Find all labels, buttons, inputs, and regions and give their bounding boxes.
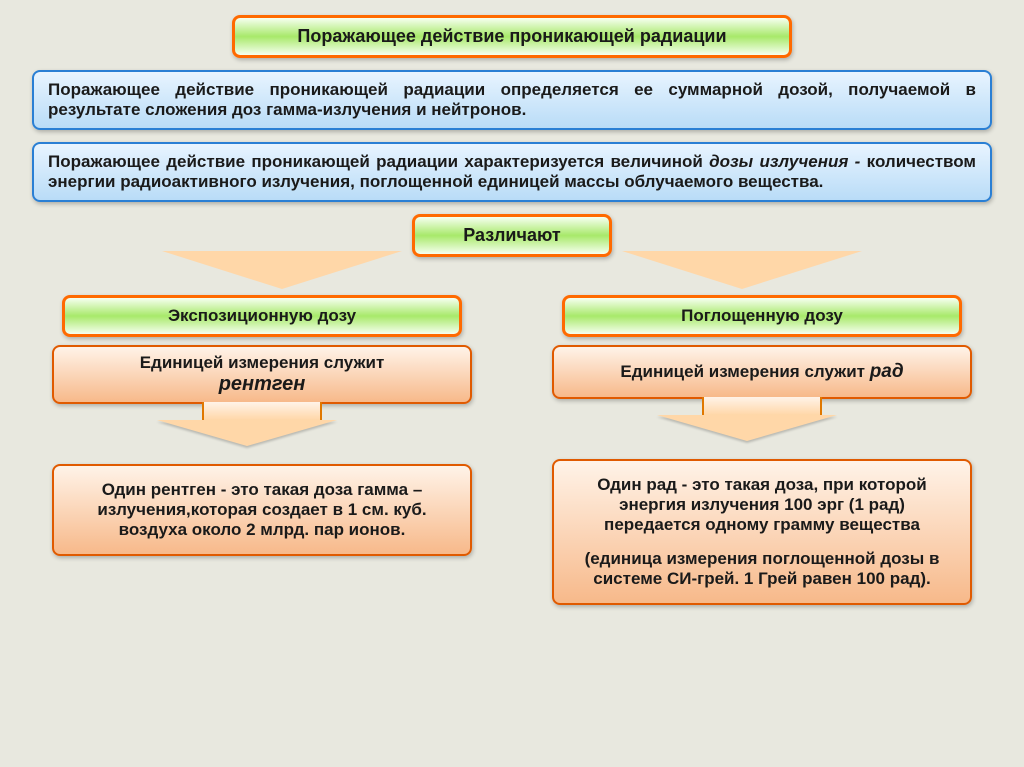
intro2-b: дозы излучения - xyxy=(709,152,867,171)
intro1-text: Поражающее действие проникающей радиации… xyxy=(48,80,976,119)
right-unit-box: Единицей измерения служит рад xyxy=(552,345,972,399)
right-def-box: Один рад - это такая доза, при которой э… xyxy=(552,459,972,605)
intro-box-1: Поражающее действие проникающей радиации… xyxy=(32,70,992,130)
left-def-text: Один рентген - это такая доза гамма –изл… xyxy=(97,480,426,539)
intro2-a: Поражающее действие проникающей радиации… xyxy=(48,152,709,171)
intro-box-2: Поражающее действие проникающей радиации… xyxy=(32,142,992,202)
left-arrow-icon xyxy=(187,402,337,446)
right-arrow-icon xyxy=(687,397,837,441)
right-def-2: (единица измерения поглощенной дозы в си… xyxy=(572,549,952,589)
left-unit-b: рентген xyxy=(219,373,306,395)
left-column: Экспозиционную дозу Единицей измерения с… xyxy=(32,295,492,605)
page-title: Поражающее действие проникающей радиации xyxy=(232,15,792,58)
left-unit-a: Единицей измерения служит xyxy=(140,353,385,372)
left-unit-box: Единицей измерения служит рентген xyxy=(52,345,472,404)
right-def-1: Один рад - это такая доза, при которой э… xyxy=(572,475,952,535)
columns-row: Экспозиционную дозу Единицей измерения с… xyxy=(32,295,992,605)
diverge-arrows xyxy=(32,251,992,291)
left-def-box: Один рентген - это такая доза гамма –изл… xyxy=(52,464,472,556)
left-head: Экспозиционную дозу xyxy=(62,295,462,337)
right-head: Поглощенную дозу xyxy=(562,295,962,337)
right-column: Поглощенную дозу Единицей измерения служ… xyxy=(532,295,992,605)
right-unit-a: Единицей измерения служит xyxy=(620,362,869,381)
split-label: Различают xyxy=(412,214,612,257)
right-unit-b: рад xyxy=(870,361,904,382)
